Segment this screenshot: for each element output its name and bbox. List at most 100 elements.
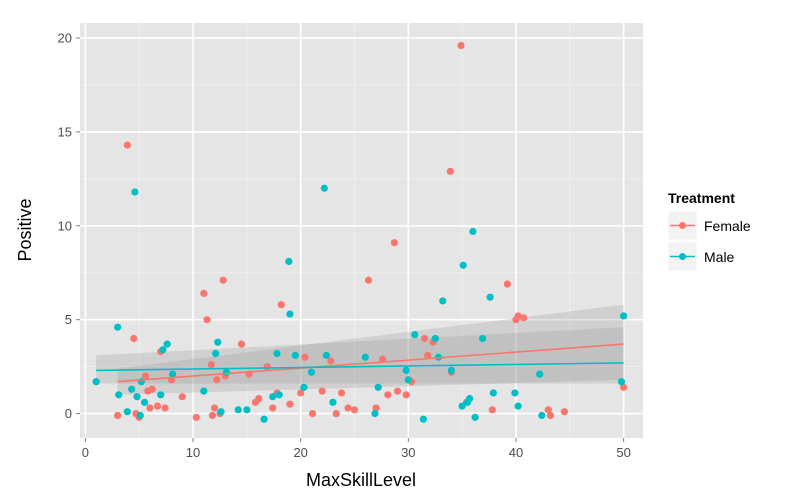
- data-point-male: [617, 378, 626, 386]
- legend-key-dot-female: [679, 222, 686, 229]
- data-point-male: [419, 415, 427, 423]
- data-point-male: [300, 383, 308, 391]
- data-point-female: [237, 340, 246, 348]
- data-point-male: [234, 406, 242, 414]
- legend-item-male: Male: [667, 241, 735, 272]
- data-point-male: [159, 346, 167, 354]
- data-point-male: [431, 334, 439, 343]
- data-point-female: [213, 376, 221, 384]
- x-tick-label: 30: [401, 445, 415, 460]
- legend-item-female: Female: [667, 210, 751, 241]
- data-point-female: [146, 404, 154, 412]
- y-axis-ticks: 0 5 10 15 20: [58, 31, 80, 421]
- y-tick-label: 0: [65, 406, 72, 421]
- x-tick-label: 40: [509, 445, 523, 460]
- data-point-male: [157, 391, 165, 399]
- data-point-female: [546, 411, 555, 420]
- data-point-male: [489, 389, 497, 397]
- data-point-male: [471, 413, 479, 421]
- data-point-male: [538, 411, 546, 420]
- data-point-male: [371, 409, 379, 418]
- data-point-female: [402, 391, 410, 399]
- data-point-female: [446, 167, 454, 175]
- y-tick-label: 20: [58, 31, 72, 46]
- data-point-female: [337, 389, 346, 397]
- data-point-male: [620, 312, 628, 320]
- data-point-male: [163, 340, 171, 348]
- data-point-female: [372, 404, 380, 412]
- data-point-female: [420, 334, 429, 343]
- data-point-male: [212, 349, 220, 358]
- x-tick-label: 10: [186, 445, 200, 460]
- data-point-male: [402, 366, 410, 374]
- data-point-male: [469, 227, 477, 236]
- data-point-female: [350, 406, 359, 414]
- data-point-male: [222, 368, 231, 376]
- data-point-male: [404, 376, 412, 384]
- legend-key-dot-male: [679, 253, 686, 260]
- data-point-female: [519, 314, 528, 322]
- data-point-female: [142, 372, 150, 380]
- data-point-male: [285, 257, 293, 266]
- data-point-male: [115, 391, 123, 399]
- data-point-female: [207, 361, 215, 369]
- data-point-female: [208, 411, 217, 420]
- data-point-female: [308, 409, 317, 418]
- x-axis-ticks: 0 10 20 30 40 50: [82, 438, 631, 460]
- data-point-male: [260, 415, 268, 423]
- y-axis-title: Positive: [15, 198, 35, 261]
- trend-line-female: [117, 343, 624, 383]
- x-tick-label: 50: [616, 445, 630, 460]
- data-point-female: [378, 355, 387, 363]
- data-point-female: [123, 141, 131, 149]
- data-point-female: [203, 316, 211, 324]
- data-point-female: [544, 406, 552, 414]
- data-point-male: [275, 391, 283, 399]
- data-point-female: [192, 413, 200, 421]
- data-point-male: [486, 293, 494, 301]
- x-tick-label: 20: [293, 445, 307, 460]
- legend: Treatment Female Male: [667, 190, 751, 272]
- data-point-male: [140, 398, 149, 406]
- data-point-male: [479, 334, 487, 343]
- y-tick-label: 5: [65, 312, 72, 327]
- data-point-male: [168, 370, 177, 378]
- data-point-female: [301, 353, 309, 361]
- data-point-female: [318, 387, 326, 395]
- data-point-female: [390, 239, 398, 247]
- data-point-female: [332, 409, 340, 418]
- data-point-female: [153, 402, 162, 410]
- data-point-female: [393, 387, 402, 395]
- data-point-male: [123, 408, 131, 416]
- data-point-male: [459, 261, 467, 269]
- data-point-female: [488, 406, 496, 414]
- data-point-female: [263, 363, 271, 371]
- data-point-male: [439, 297, 447, 305]
- data-point-female: [344, 404, 352, 412]
- data-point-female: [424, 351, 432, 359]
- data-point-male: [307, 368, 316, 376]
- data-point-male: [133, 393, 141, 401]
- data-point-female: [269, 404, 277, 412]
- data-point-female: [560, 408, 569, 416]
- legend-label-female: Female: [704, 218, 751, 234]
- data-point-female: [178, 393, 186, 401]
- legend-label-male: Male: [704, 249, 735, 265]
- data-point-male: [322, 351, 331, 359]
- data-point-female: [457, 41, 465, 50]
- data-point-male: [273, 349, 281, 358]
- data-point-male: [320, 184, 328, 192]
- data-point-male: [217, 408, 225, 416]
- data-point-female: [210, 404, 219, 412]
- data-point-female: [148, 385, 156, 393]
- x-tick-label: 0: [82, 445, 89, 460]
- data-point-female: [219, 276, 227, 284]
- data-point-male: [466, 394, 474, 403]
- data-point-male: [200, 387, 208, 395]
- legend-title: Treatment: [668, 190, 735, 206]
- data-point-male: [214, 338, 222, 346]
- data-point-female: [297, 389, 305, 397]
- data-point-male: [374, 383, 382, 391]
- data-point-female: [384, 391, 392, 399]
- data-point-male: [243, 406, 251, 414]
